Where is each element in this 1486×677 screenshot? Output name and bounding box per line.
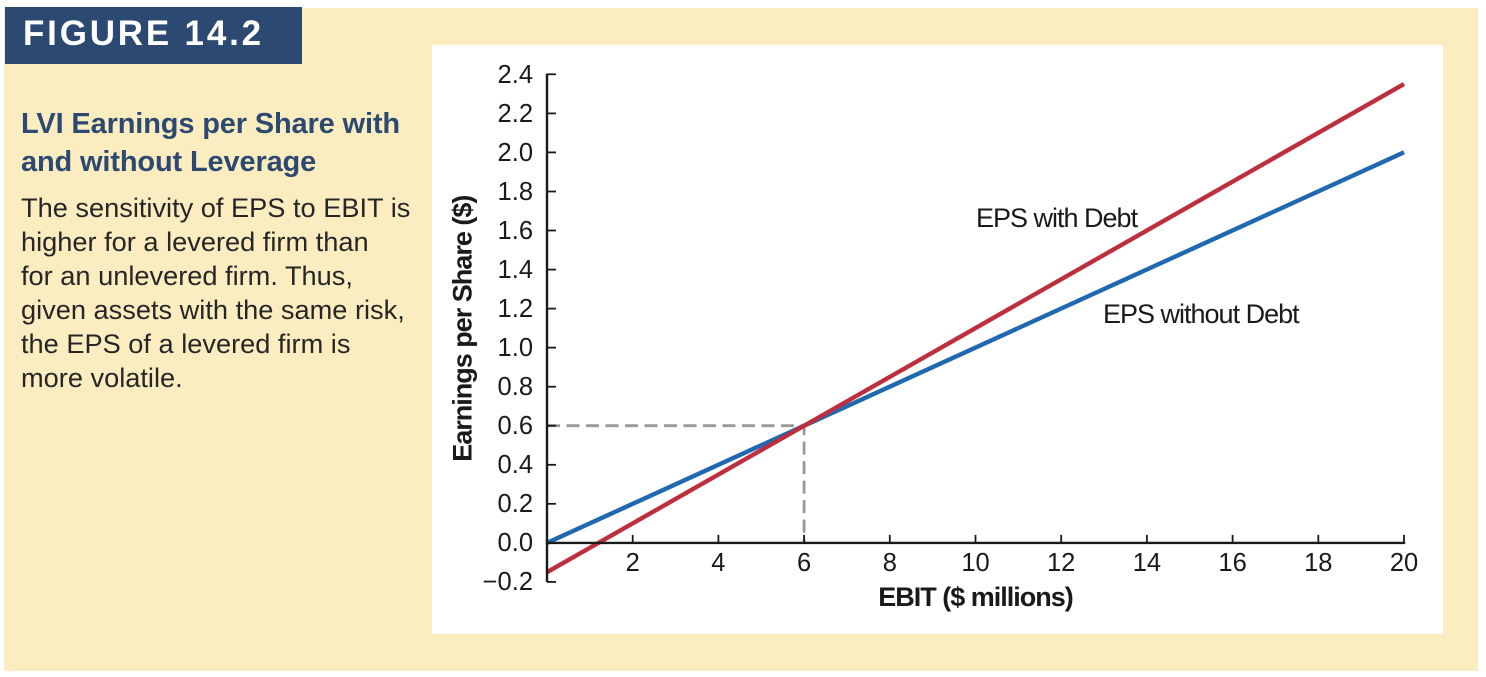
- svg-text:18: 18: [1304, 549, 1332, 577]
- svg-text:1.2: 1.2: [498, 295, 533, 323]
- svg-text:4: 4: [711, 549, 725, 577]
- svg-text:1.6: 1.6: [498, 217, 533, 245]
- svg-text:1.4: 1.4: [498, 256, 533, 284]
- svg-text:0.0: 0.0: [498, 529, 533, 557]
- svg-text:0.4: 0.4: [498, 451, 533, 479]
- svg-text:Earnings per Share ($): Earnings per Share ($): [448, 196, 478, 462]
- svg-text:EBIT ($ millions): EBIT ($ millions): [878, 582, 1073, 612]
- svg-text:2: 2: [626, 549, 640, 577]
- svg-text:10: 10: [961, 549, 989, 577]
- svg-text:8: 8: [883, 549, 897, 577]
- svg-text:16: 16: [1218, 549, 1246, 577]
- svg-text:12: 12: [1047, 549, 1075, 577]
- svg-text:1.8: 1.8: [498, 178, 533, 206]
- svg-text:14: 14: [1133, 549, 1161, 577]
- svg-text:0.2: 0.2: [498, 490, 533, 518]
- svg-text:2.2: 2.2: [498, 100, 533, 128]
- svg-text:2.0: 2.0: [498, 139, 533, 167]
- svg-text:20: 20: [1390, 549, 1418, 577]
- svg-text:2.4: 2.4: [498, 61, 533, 89]
- svg-text:0.6: 0.6: [498, 412, 533, 440]
- svg-text:1.0: 1.0: [498, 334, 533, 362]
- svg-text:EPS without Debt: EPS without Debt: [1103, 299, 1300, 329]
- svg-text:−0.2: −0.2: [483, 568, 533, 596]
- svg-text:EPS with Debt: EPS with Debt: [976, 203, 1139, 233]
- svg-text:0.8: 0.8: [498, 373, 533, 401]
- svg-text:6: 6: [797, 549, 811, 577]
